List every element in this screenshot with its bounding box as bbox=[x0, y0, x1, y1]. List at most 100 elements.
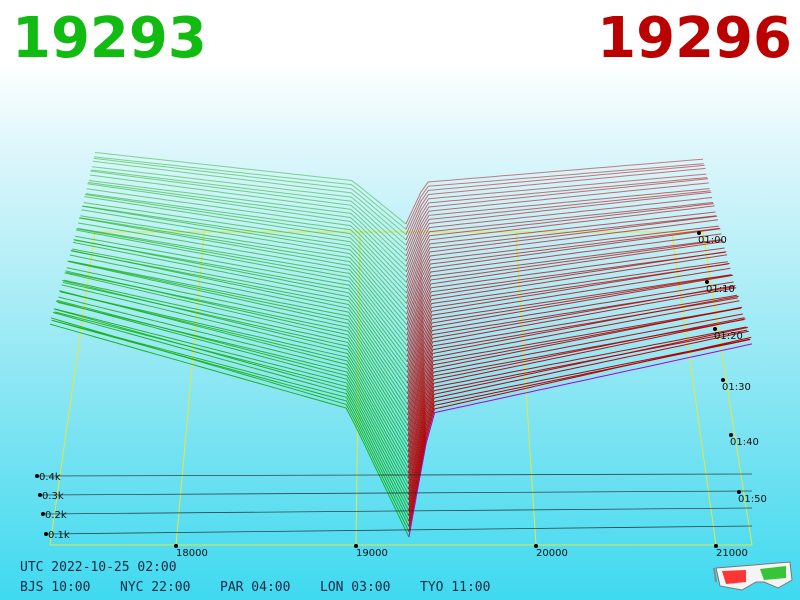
ask-depth-line bbox=[406, 225, 719, 325]
time-tick-dot bbox=[697, 231, 701, 235]
ask-depth-line bbox=[406, 239, 723, 347]
bid-depth-line bbox=[75, 235, 408, 363]
ask-depth-line bbox=[408, 329, 748, 506]
x-tick-label: 21000 bbox=[716, 548, 748, 559]
utc-time: UTC 2022-10-25 02:00 bbox=[20, 560, 177, 575]
ask-depth-line bbox=[406, 254, 728, 378]
bid-depth-line bbox=[72, 248, 408, 384]
x-tick-label: 18000 bbox=[176, 548, 208, 559]
ask-depth-line bbox=[408, 326, 747, 500]
ask-depth-line bbox=[406, 227, 720, 331]
ask-depth-line bbox=[406, 247, 725, 363]
y-tick-label: 0.4k bbox=[39, 472, 61, 483]
ask-depth-line bbox=[407, 307, 742, 469]
bid-depth-line bbox=[89, 174, 407, 262]
bid-depth-line bbox=[79, 217, 408, 331]
bid-depth-line bbox=[90, 170, 407, 257]
tz-tyo: TYO 11:00 bbox=[420, 580, 491, 595]
x-tick-dot bbox=[354, 544, 358, 548]
bid-depth-line bbox=[64, 272, 409, 437]
time-tick-label: 01:40 bbox=[730, 437, 759, 448]
anaglyph-3d-glasses-icon[interactable] bbox=[712, 558, 794, 594]
ask-depth-line bbox=[407, 274, 732, 405]
ask-depth-line bbox=[406, 211, 716, 304]
ask-depth-line bbox=[407, 295, 739, 453]
ask-depth-line bbox=[407, 297, 738, 447]
time-tick-label: 01:20 bbox=[714, 331, 743, 342]
ask-depth-line bbox=[407, 300, 740, 458]
bid-depth-line bbox=[83, 202, 407, 304]
ask-depth-line bbox=[407, 319, 744, 485]
x-tick-dot bbox=[714, 544, 718, 548]
bid-depth-line bbox=[54, 311, 410, 506]
ask-depth-line bbox=[408, 338, 750, 522]
ask-depth-line bbox=[406, 239, 723, 352]
ask-depth-line bbox=[406, 202, 714, 288]
time-tick-dot bbox=[721, 378, 725, 382]
bid-depth-line bbox=[73, 239, 408, 373]
floor-outline bbox=[49, 231, 753, 546]
ask-depth-line bbox=[407, 274, 733, 410]
bid-depth-line bbox=[77, 227, 408, 347]
bid-depth-line bbox=[85, 193, 407, 289]
bid-depth-line bbox=[81, 209, 408, 320]
bid-depth-line bbox=[87, 183, 407, 278]
bid-depth-line bbox=[53, 308, 410, 511]
ask-depth-line bbox=[407, 313, 743, 479]
bid-depth-line bbox=[70, 249, 408, 395]
bid-depth-line bbox=[92, 160, 407, 241]
y-tick-dot bbox=[35, 474, 39, 478]
tz-par: PAR 04:00 bbox=[220, 580, 291, 595]
y-tick-label: 0.3k bbox=[42, 491, 64, 502]
ask-depth-line bbox=[405, 178, 709, 256]
bid-depth-line bbox=[85, 194, 407, 294]
ask-depth-line bbox=[407, 285, 736, 432]
y-gridline bbox=[36, 473, 753, 477]
y-gridline bbox=[39, 490, 753, 496]
bid-depth-line bbox=[88, 182, 407, 273]
ask-price: 19296 bbox=[597, 6, 792, 71]
bid-depth-line bbox=[88, 180, 407, 267]
ask-depth-line bbox=[408, 330, 749, 516]
x-tick-label: 19000 bbox=[356, 548, 388, 559]
time-tick-dot bbox=[729, 433, 733, 437]
bid-depth-line bbox=[62, 281, 409, 448]
bid-depth-line bbox=[65, 271, 409, 426]
ask-depth-line bbox=[405, 177, 708, 251]
tz-lon: LON 03:00 bbox=[320, 580, 391, 595]
ask-depth-line bbox=[405, 191, 712, 278]
ask-depth-line bbox=[405, 173, 707, 246]
ask-depth-line bbox=[405, 190, 711, 272]
ask-depth-line bbox=[407, 267, 731, 400]
bid-depth-line bbox=[91, 169, 407, 251]
bid-price: 19293 bbox=[12, 6, 207, 71]
ask-depth-line bbox=[406, 261, 728, 384]
bid-depth-line bbox=[66, 267, 409, 421]
time-tick-label: 01:00 bbox=[698, 235, 727, 246]
tz-bjs: BJS 10:00 bbox=[20, 580, 91, 595]
bid-depth-line bbox=[91, 166, 407, 246]
bid-depth-line bbox=[58, 296, 409, 479]
y-gridline bbox=[42, 507, 753, 515]
bid-depth-line bbox=[62, 280, 409, 453]
ask-depth-line bbox=[406, 215, 717, 310]
ask-depth-line bbox=[406, 233, 722, 341]
bid-depth-line bbox=[94, 156, 407, 230]
ask-depth-line bbox=[408, 318, 746, 495]
y-tick-label: 0.1k bbox=[48, 530, 70, 541]
ask-depth-line bbox=[408, 317, 745, 490]
ask-depth-line bbox=[406, 241, 724, 357]
time-tick-dot bbox=[737, 490, 741, 494]
ask-depth-line bbox=[406, 219, 718, 320]
ask-depth-line bbox=[406, 228, 721, 336]
bid-depth-line bbox=[52, 312, 410, 517]
bid-depth-line bbox=[82, 205, 408, 310]
bid-depth-line bbox=[93, 157, 407, 235]
y-tick-dot bbox=[44, 532, 48, 536]
bid-depth-line bbox=[80, 215, 408, 326]
ask-depth-line bbox=[407, 306, 743, 474]
bid-depth-line bbox=[55, 300, 409, 495]
bid-depth-line bbox=[86, 188, 407, 283]
ask-depth-line bbox=[406, 203, 714, 294]
bid-depth-line bbox=[84, 196, 407, 299]
